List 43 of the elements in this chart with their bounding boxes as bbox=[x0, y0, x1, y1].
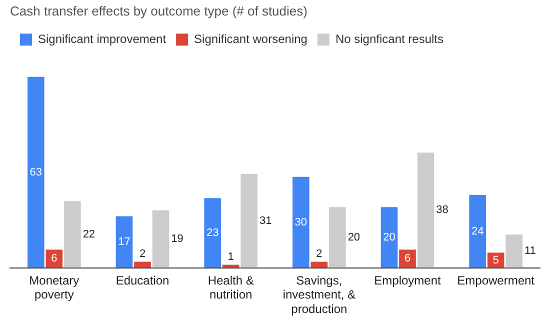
data-label: 31 bbox=[259, 214, 272, 227]
bar bbox=[64, 201, 81, 268]
data-label: 63 bbox=[30, 166, 42, 178]
x-tick-label: Employment bbox=[374, 273, 442, 288]
chart-title: Cash transfer effects by outcome type (# of studies) bbox=[10, 3, 308, 18]
bar bbox=[399, 250, 416, 268]
data-label: 22 bbox=[82, 228, 96, 240]
x-tick-label: Monetary poverty bbox=[29, 273, 80, 302]
data-label: 6 bbox=[404, 252, 411, 265]
bar bbox=[469, 195, 486, 268]
data-label: 19 bbox=[171, 233, 184, 246]
data-label: 5 bbox=[492, 254, 499, 266]
legend-label: No signficant results bbox=[335, 32, 444, 46]
x-tick-label: Education bbox=[116, 273, 170, 288]
bar bbox=[417, 152, 434, 268]
data-label: 23 bbox=[206, 226, 219, 239]
bar bbox=[134, 262, 151, 268]
data-label: 20 bbox=[383, 232, 396, 244]
data-label: 11 bbox=[524, 245, 536, 258]
x-tick-label: Health & nutrition bbox=[208, 273, 254, 302]
data-label: 24 bbox=[471, 225, 484, 238]
bar bbox=[240, 174, 258, 268]
bar bbox=[380, 207, 398, 268]
bar bbox=[204, 198, 221, 268]
x-tick-label: Savings, investment, & production bbox=[282, 273, 356, 316]
data-label: 38 bbox=[436, 204, 448, 216]
bar bbox=[310, 262, 328, 268]
bar bbox=[28, 76, 44, 268]
data-label: 20 bbox=[348, 232, 360, 244]
data-label: 30 bbox=[294, 216, 308, 228]
bar bbox=[152, 210, 170, 268]
legend-label: Significant improvement bbox=[38, 32, 167, 46]
bar bbox=[506, 234, 522, 268]
bar bbox=[292, 176, 310, 268]
bar bbox=[329, 207, 346, 268]
bar bbox=[116, 216, 133, 268]
data-label: 1 bbox=[228, 250, 234, 263]
data-label: 17 bbox=[118, 236, 130, 248]
data-label: 2 bbox=[139, 248, 146, 260]
x-tick-label: Empowerment bbox=[457, 273, 536, 288]
data-label: 2 bbox=[316, 248, 322, 260]
legend-label: Significant worsening bbox=[194, 32, 308, 46]
data-label: 6 bbox=[51, 252, 58, 265]
